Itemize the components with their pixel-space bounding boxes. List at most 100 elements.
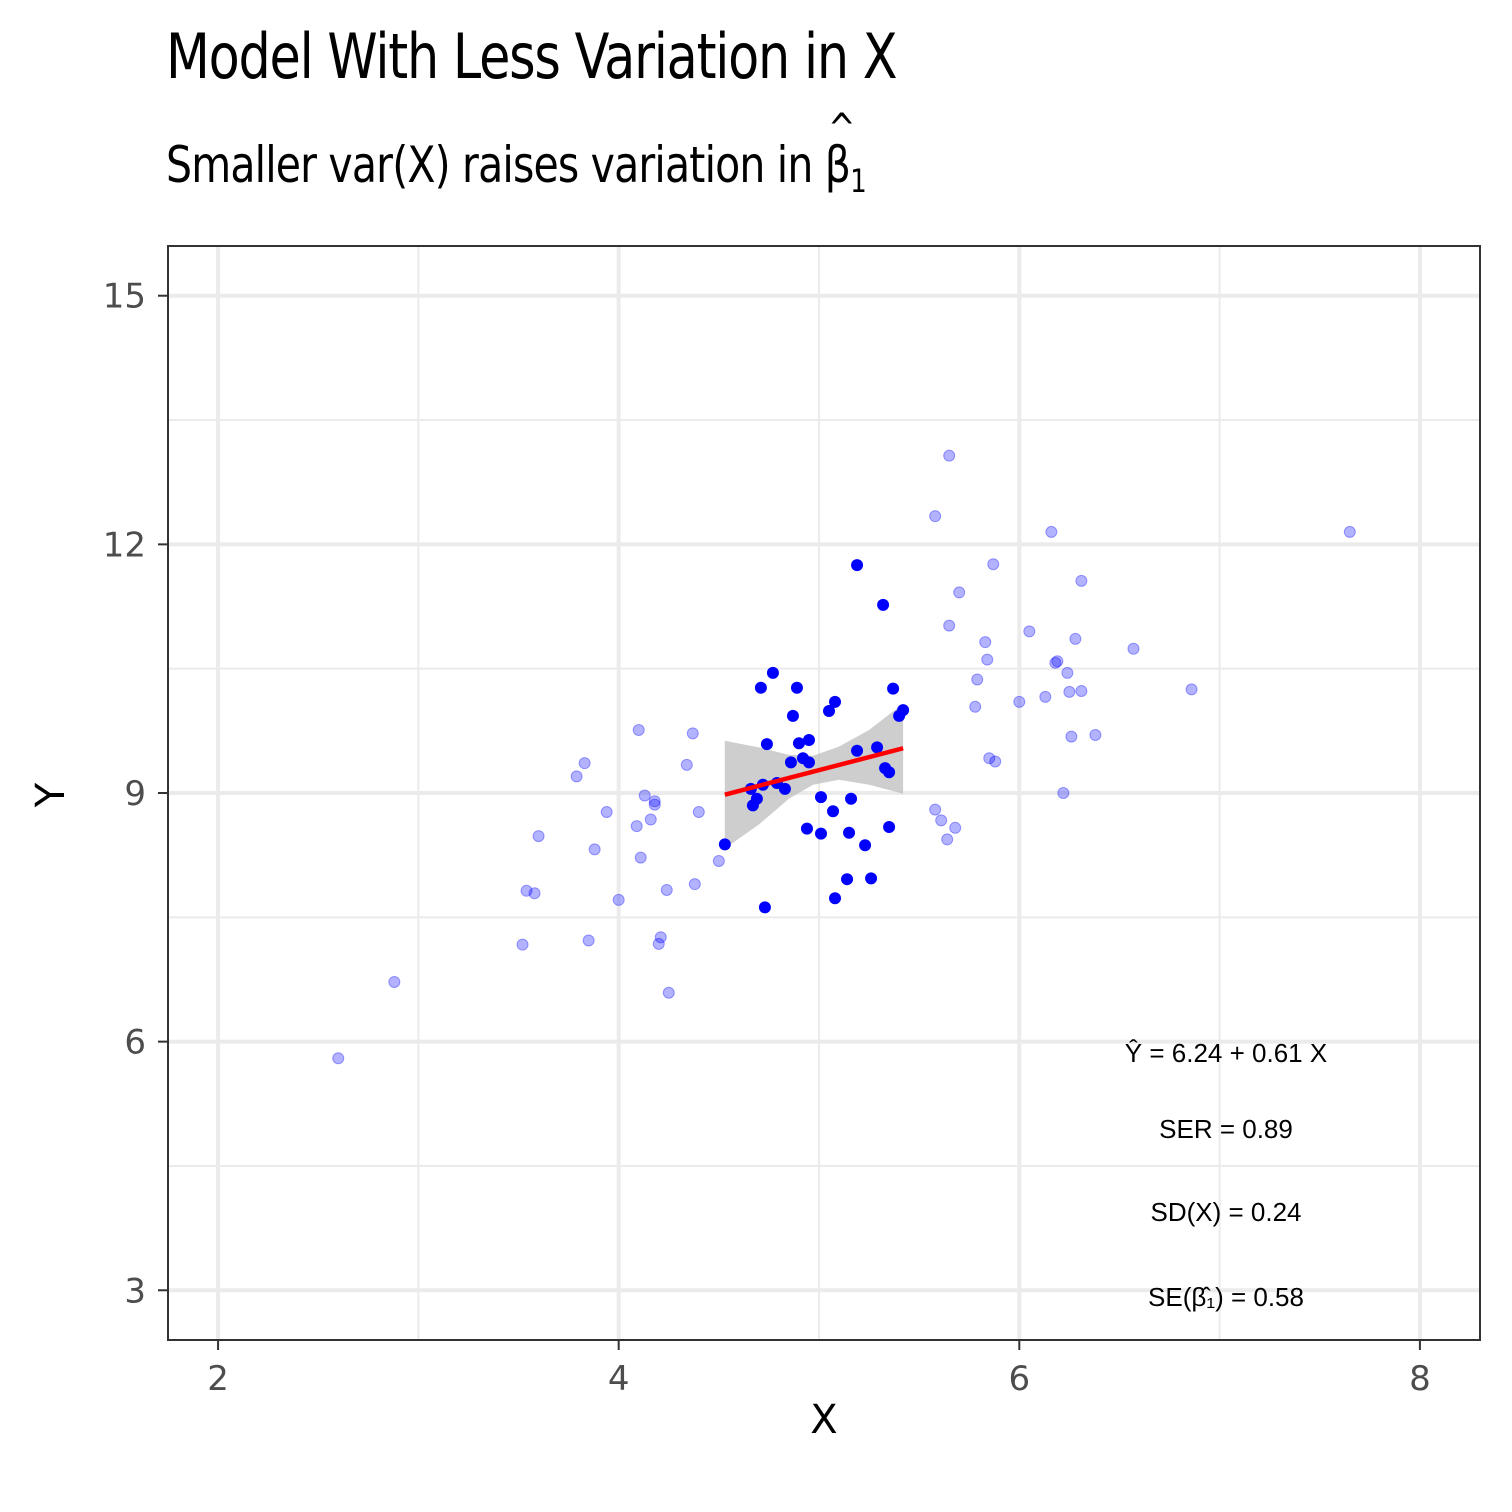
sample-point: [865, 872, 878, 885]
background-point: [981, 653, 994, 666]
sample-point: [877, 598, 890, 611]
beta-letter: β: [824, 136, 851, 194]
sample-point: [766, 666, 779, 679]
sample-point: [827, 805, 840, 818]
background-point: [582, 934, 595, 947]
sample-point: [800, 822, 813, 835]
y-axis-title: Y: [28, 782, 74, 808]
background-point: [520, 884, 533, 897]
background-point: [528, 887, 541, 900]
y-tick-label: 15: [103, 277, 146, 317]
hat-mark: ^: [828, 106, 855, 152]
sample-point: [786, 709, 799, 722]
sd-x-annotation: SD(X) = 0.24: [1150, 1197, 1301, 1227]
background-point: [516, 938, 529, 951]
background-point: [935, 814, 948, 827]
major-gridlines: [168, 246, 1480, 1340]
background-point: [1075, 685, 1088, 698]
chart-subtitle: Smaller var(X) raises variation in ^ β1: [166, 106, 867, 200]
background-point: [638, 789, 651, 802]
sample-point: [750, 792, 763, 805]
sample-point: [758, 901, 771, 914]
background-point: [634, 851, 647, 864]
sample-point: [883, 766, 896, 779]
background-point: [969, 700, 982, 713]
sample-point: [883, 820, 896, 833]
sample-point: [802, 756, 815, 769]
beta-subscript: 1: [850, 162, 867, 200]
background-point: [644, 813, 657, 826]
background-point: [1013, 695, 1026, 708]
background-point: [712, 854, 725, 867]
x-tick-label: 4: [608, 1359, 630, 1399]
x-tick-label: 6: [1008, 1359, 1030, 1399]
background-point: [578, 757, 591, 770]
sample-point: [814, 827, 827, 840]
ser-annotation: SER = 0.89: [1159, 1114, 1293, 1144]
background-point: [1049, 656, 1062, 669]
confidence-ribbon-layer: [724, 703, 904, 849]
background-point: [929, 803, 942, 816]
fit-line-layer: [724, 746, 904, 797]
background-point: [971, 673, 984, 686]
background-point: [686, 727, 699, 740]
sample-point: [814, 791, 827, 804]
background-point: [660, 883, 673, 896]
sample-point: [802, 733, 815, 746]
regression-equation-annotation: Ŷ = 6.24 + 0.61 X: [1125, 1038, 1327, 1068]
background-point: [1023, 625, 1036, 638]
sample-point: [778, 782, 791, 795]
x-tick-label: 2: [207, 1359, 229, 1399]
background-point: [662, 986, 675, 999]
x-axis-ticks: 2 4 6 8: [207, 1340, 1431, 1399]
background-point: [1063, 685, 1076, 698]
background-point: [630, 820, 643, 833]
sample-point: [897, 704, 910, 717]
background-point: [1069, 632, 1082, 645]
background-point: [983, 752, 996, 765]
background-point: [648, 795, 661, 808]
background-point: [989, 755, 1002, 768]
background-point: [1089, 728, 1102, 741]
background-point: [652, 937, 665, 950]
sample-point: [718, 838, 731, 851]
sample-point: [843, 826, 856, 839]
subtitle-text: Smaller var(X) raises variation in: [166, 136, 825, 194]
background-point: [1045, 525, 1058, 538]
sample-point: [851, 744, 864, 757]
background-point: [1127, 642, 1140, 655]
sample-point: [851, 559, 864, 572]
y-tick-label: 6: [124, 1023, 146, 1063]
background-points: [332, 449, 1356, 1065]
confidence-ribbon: [724, 703, 904, 849]
sample-point: [829, 695, 842, 708]
background-point: [979, 636, 992, 649]
background-point: [1039, 690, 1052, 703]
background-point: [680, 758, 693, 771]
sample-point: [760, 738, 773, 751]
background-point: [388, 975, 401, 988]
sample-point: [859, 839, 872, 852]
sample-point: [792, 737, 805, 750]
sample-point: [754, 681, 767, 694]
se-beta-annotation: SE(β̂₁) = 0.58: [1148, 1282, 1304, 1312]
y-tick-label: 12: [103, 525, 146, 565]
background-point: [941, 833, 954, 846]
background-point: [1051, 655, 1064, 668]
background-point: [1343, 525, 1356, 538]
background-point: [692, 806, 705, 819]
background-point: [588, 843, 601, 856]
y-tick-label: 9: [124, 774, 146, 814]
x-tick-label: 8: [1409, 1359, 1431, 1399]
background-point: [632, 724, 645, 737]
background-point: [949, 821, 962, 834]
background-point: [532, 830, 545, 843]
background-point: [1057, 787, 1070, 799]
background-point: [1065, 730, 1078, 743]
background-point: [332, 1052, 345, 1065]
background-point: [1185, 683, 1198, 696]
background-point: [600, 806, 613, 819]
sample-point: [784, 756, 797, 769]
background-point: [929, 510, 942, 523]
